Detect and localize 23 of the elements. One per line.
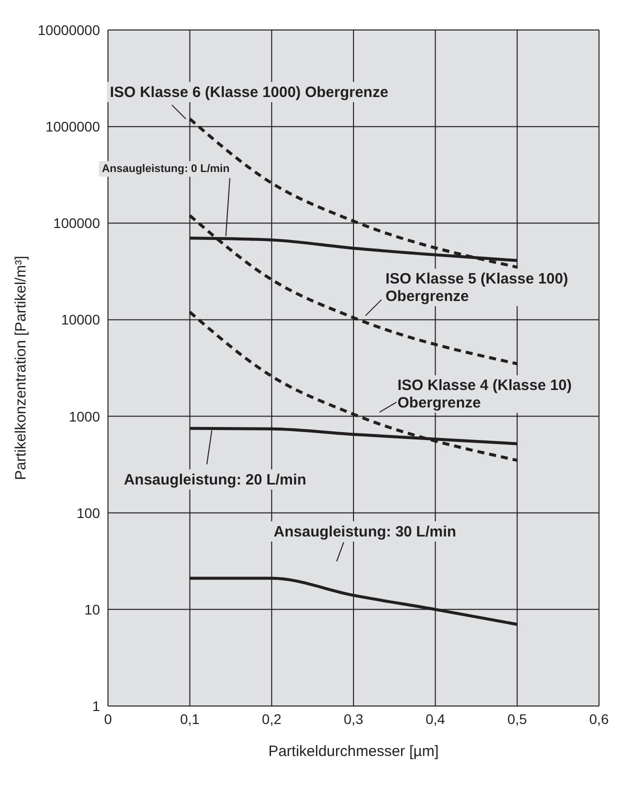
x-tick-label: 0 [104, 710, 112, 727]
x-tick-label: 0,3 [344, 710, 364, 727]
text: ISO Klasse 6 (Klasse 1000) Obergrenze [110, 84, 388, 101]
y-axis-title: Partikelkonzentration [Partikel/m³] [12, 256, 30, 480]
text: Ansaugleistung: 30 L/min [274, 523, 456, 540]
series-label: ISO Klasse 5 (Klasse 100) Obergrenze [386, 270, 568, 305]
y-tick-label: 100 [76, 504, 100, 521]
y-tick-label: 100000 [53, 215, 100, 232]
x-axis-title: Partikeldurchmesser [µm] [268, 743, 439, 760]
y-tick-label: 1000000 [45, 118, 100, 135]
x-tick-label: 0,5 [507, 710, 528, 727]
y-tick-label: 10 [84, 601, 100, 618]
series-label: ISO Klasse 4 (Klasse 10) Obergrenze [398, 377, 572, 412]
x-tick-label: 0,6 [589, 710, 609, 727]
x-tick-label: 0,4 [426, 710, 446, 727]
y-tick-label: 1000 [68, 408, 100, 424]
x-tick-label: 0,1 [180, 710, 200, 727]
legend-label: Ansaugleistung: 20 L/min [124, 471, 306, 488]
y-tick-label: 10000 [61, 312, 100, 328]
y-tick-label: 10000000 [38, 22, 100, 38]
x-tick-label: 0,2 [262, 710, 282, 727]
y-tick-label: 1 [92, 698, 100, 714]
text: Ansaugleistung: 0 L/min [102, 163, 230, 176]
